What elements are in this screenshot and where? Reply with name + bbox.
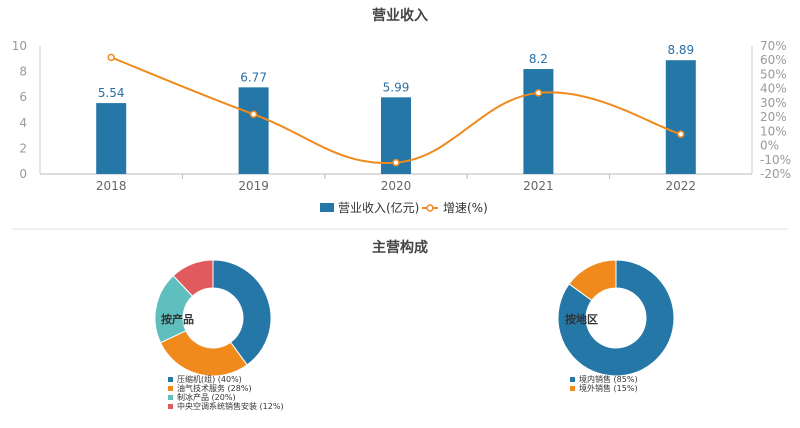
bar-data-labels: 5.54 6.77 5.99 8.2 8.89 xyxy=(98,43,694,100)
right-tick-label: 40% xyxy=(760,82,787,96)
growth-point[interactable] xyxy=(534,89,543,97)
x-tick-label: 2022 xyxy=(666,179,697,193)
bar[interactable] xyxy=(96,103,127,174)
left-tick-labels: 0 2 4 6 8 10 xyxy=(12,39,27,181)
legend-label: 压缩机(组) (40%) xyxy=(177,374,242,384)
legend-swatch xyxy=(168,395,173,400)
chart-title: 营业收入 xyxy=(372,7,428,24)
revenue-bars xyxy=(96,60,696,174)
legend-label: 中央空调系统销售安装 (12%) xyxy=(177,401,284,411)
legend-label: 境外销售 (15%) xyxy=(579,383,638,393)
bar-data-label: 5.99 xyxy=(383,80,410,94)
bar[interactable] xyxy=(238,87,269,174)
right-tick-label: 70% xyxy=(760,39,787,53)
donut-center-label-product: 按产品 xyxy=(161,312,194,326)
x-tick-label: 2018 xyxy=(96,179,127,193)
legend[interactable]: 营业收入(亿元) 增速(%) xyxy=(320,200,488,215)
legend-label: 境内销售 (85%) xyxy=(579,374,638,384)
x-tick-label: 2021 xyxy=(523,179,554,193)
donut-slice[interactable] xyxy=(212,259,272,366)
bar-data-label: 6.77 xyxy=(240,70,267,84)
right-tick-label: -10% xyxy=(760,153,791,167)
donut-slice[interactable] xyxy=(172,259,214,297)
left-tick-label: 2 xyxy=(19,141,27,155)
legend-label: 制冰产品 (20%) xyxy=(177,392,236,402)
x-tick-label: 2019 xyxy=(238,179,269,193)
legend-swatch-revenue xyxy=(320,203,334,212)
growth-point[interactable] xyxy=(249,110,258,119)
section-title: 主营构成 xyxy=(372,239,428,256)
bar[interactable] xyxy=(665,60,696,174)
growth-line-series xyxy=(107,53,685,167)
right-tick-label: -20% xyxy=(760,167,791,181)
bar-data-label: 8.2 xyxy=(529,52,548,66)
legend-swatch-growth-marker xyxy=(426,204,434,212)
legend-swatch xyxy=(570,386,575,391)
x-tick-label: 2020 xyxy=(381,179,412,193)
right-tick-label: 10% xyxy=(760,124,787,138)
legend-swatch xyxy=(570,377,575,382)
donut-slice[interactable] xyxy=(557,259,675,377)
bar-data-label: 5.54 xyxy=(98,86,125,100)
left-tick-label: 0 xyxy=(19,167,27,181)
growth-point[interactable] xyxy=(677,130,685,138)
growth-point[interactable] xyxy=(107,53,115,62)
left-tick-label: 10 xyxy=(12,39,27,53)
legend-label-growth: 增速(%) xyxy=(443,201,488,215)
left-tick-label: 6 xyxy=(19,90,27,104)
legend-label-revenue: 营业收入(亿元) xyxy=(338,200,419,215)
right-tick-label: 50% xyxy=(760,67,787,81)
right-tick-labels: -20%-10%0%10%20%30%40%50%60%70% xyxy=(760,39,791,181)
x-tick-labels: 2018 2019 2020 2021 2022 xyxy=(96,174,696,193)
bar-data-label: 8.89 xyxy=(667,43,694,57)
donut-center-label-region: 按地区 xyxy=(565,312,598,326)
donut-region-legend: 境内销售 (85%)境外销售 (15%) xyxy=(570,374,638,393)
right-tick-label: 20% xyxy=(760,110,787,124)
bar[interactable] xyxy=(523,69,554,174)
right-tick-label: 0% xyxy=(760,139,779,153)
right-tick-label: 60% xyxy=(760,53,787,67)
donut-by-region xyxy=(557,259,675,377)
left-tick-label: 8 xyxy=(19,65,27,79)
legend-swatch xyxy=(168,386,173,391)
donut-slice[interactable] xyxy=(159,330,248,377)
donut-product-legend: 压缩机(组) (40%)油气技术服务 (28%)制冰产品 (20%)中央空调系统… xyxy=(168,374,284,411)
legend-label: 油气技术服务 (28%) xyxy=(177,383,252,393)
growth-point[interactable] xyxy=(392,158,400,167)
legend-swatch xyxy=(168,377,173,382)
right-tick-label: 30% xyxy=(760,96,787,110)
legend-swatch xyxy=(168,404,173,409)
donut-by-product xyxy=(154,259,272,377)
left-tick-label: 4 xyxy=(19,116,27,130)
donut-slice[interactable] xyxy=(568,259,617,302)
